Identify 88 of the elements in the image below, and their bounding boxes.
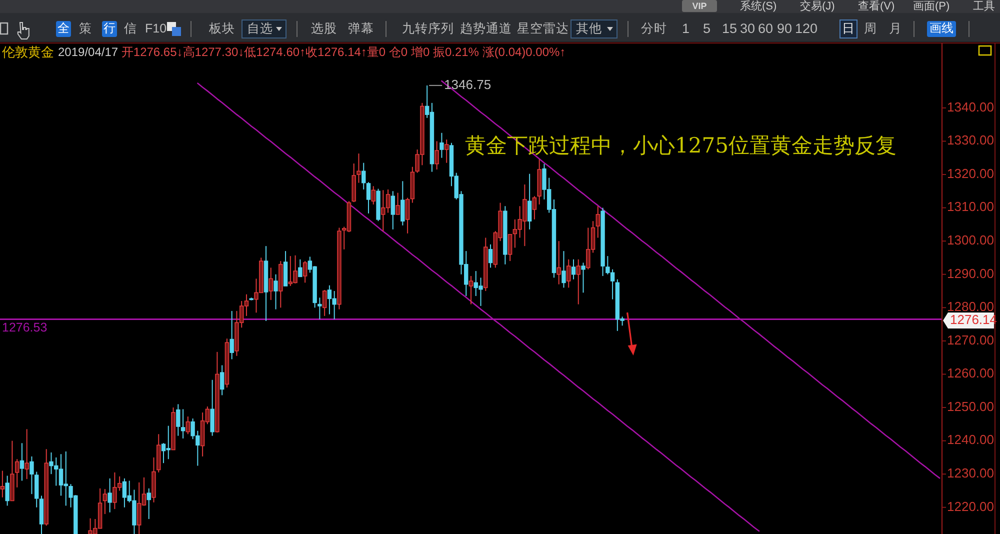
y-tick-label: 1300.00 (947, 232, 994, 248)
y-tick-label: 1220.00 (947, 498, 994, 514)
candlestick (146, 488, 151, 520)
candlestick (102, 488, 108, 515)
candlestick (268, 267, 273, 300)
text: 系统(S) (740, 0, 777, 12)
badge: VIP (682, 0, 717, 12)
candlestick (405, 197, 410, 234)
candlestick (400, 180, 405, 226)
candlestick (186, 416, 190, 435)
annotation: 1346.75 (444, 76, 492, 92)
y-tick-label: 1310.00 (947, 199, 994, 214)
candlestick (581, 262, 586, 294)
button: 全 (56, 21, 71, 37)
candlestick (210, 379, 214, 436)
y-tick-label: 1230.00 (947, 466, 994, 481)
text: 星空雷达 (517, 21, 569, 36)
text: 查看(V) (858, 0, 895, 12)
candlestick (434, 140, 439, 170)
text: 板块 (208, 21, 235, 36)
text: 月 (889, 21, 902, 36)
candlestick (532, 196, 537, 220)
candlestick (440, 132, 444, 158)
y-tick-label: 1240.00 (947, 432, 994, 448)
candlestick (596, 206, 600, 238)
y-tick-label: 1290.00 (947, 266, 994, 281)
candlestick (488, 244, 493, 268)
candlestick (180, 408, 186, 439)
candlestick (366, 182, 371, 214)
dropdown: 其他 (570, 20, 618, 38)
text: F10 (145, 21, 167, 36)
y-tick-label: 1260.00 (947, 366, 994, 381)
candlestick (527, 173, 532, 230)
candlestick (298, 258, 302, 278)
candlestick (396, 192, 400, 215)
candlestick (20, 442, 24, 482)
text: 选股 (311, 21, 337, 36)
annotation: 黄金下跌过程中，小心1275位置黄金走势反复 (465, 133, 896, 158)
y-tick-label: 1330.00 (947, 132, 994, 148)
text: 画面(P) (913, 0, 950, 12)
candlestick (318, 297, 322, 320)
candlestick (468, 276, 474, 305)
y-tick-label: 1320.00 (947, 166, 994, 181)
candlestick (220, 364, 224, 396)
chart-title: 伦敦黄金 (2, 44, 54, 60)
candlestick (274, 274, 278, 310)
candlestick (566, 258, 571, 288)
candlestick (30, 456, 34, 495)
candlestick (302, 260, 308, 284)
text: 1 5 15 30 60 90 120 (682, 20, 818, 36)
text: 工具 (973, 0, 995, 12)
candlestick (283, 250, 288, 287)
candlestick (108, 478, 112, 513)
text: 趋势通道 (460, 21, 512, 36)
text: 九转序列 (402, 20, 454, 36)
button: 画线 (927, 21, 956, 37)
selected-tab: 日 (840, 20, 858, 38)
text: 信 (124, 21, 137, 36)
candlestick (5, 475, 10, 506)
text: 周 (864, 21, 877, 36)
dropdown: 自选 (242, 20, 286, 38)
text: 弹幕 (348, 21, 374, 36)
y-tick-label: 1340.00 (947, 99, 994, 114)
candlestick (356, 153, 361, 184)
candlestick (556, 240, 561, 285)
candlestick (576, 258, 580, 305)
text: 分时 (641, 21, 667, 36)
candlestick (0, 470, 5, 498)
candlestick (508, 234, 512, 262)
button: 行 (102, 21, 117, 37)
candlestick (322, 290, 327, 316)
text: 策 (79, 21, 92, 36)
ref-line-label: 1276.53 (2, 320, 48, 334)
candlestick (176, 404, 180, 436)
candlestick (230, 310, 234, 360)
candlestick (24, 428, 29, 480)
y-tick-label: 1270.00 (947, 332, 994, 348)
y-tick-label: 1280.00 (947, 299, 994, 314)
candlestick (562, 250, 566, 288)
candlestick (14, 458, 20, 488)
y-tick-label: 1250.00 (947, 398, 994, 414)
candlestick (362, 162, 366, 190)
text: 交易(J) (800, 0, 835, 12)
candlestick (371, 186, 376, 205)
candlestick (571, 258, 576, 280)
chart-subtitle: 2019/04/17 开1276.65↓高1277.30↓低1274.60↑收1276.14↑量0 仓0 增0 振0.21% 涨(0.04)0.00%↑ (58, 45, 566, 60)
candlestick (444, 139, 449, 164)
candlestick (390, 190, 396, 230)
